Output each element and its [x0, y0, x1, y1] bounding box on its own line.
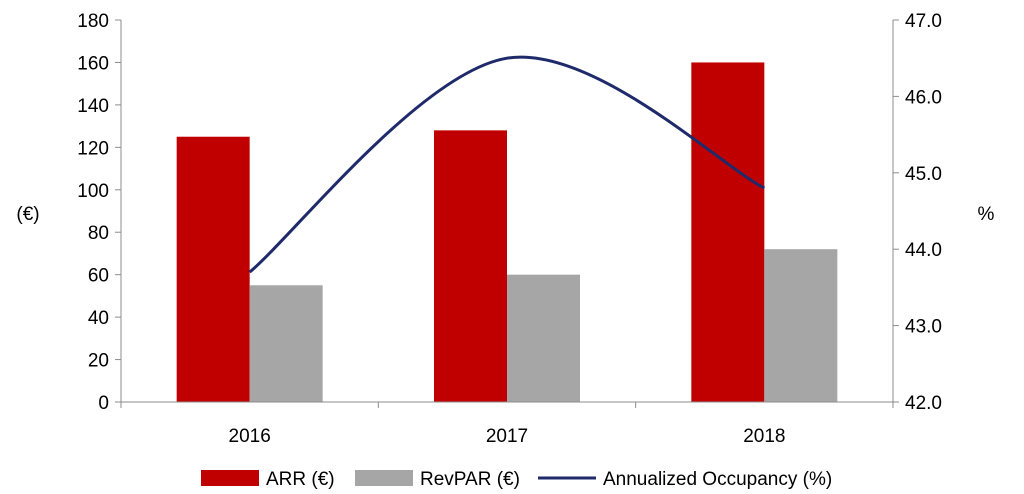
y-tick-label: 80 [88, 223, 109, 244]
axes-group [115, 19, 899, 408]
bar-arr-2017 [434, 130, 507, 402]
y-tick-label: 160 [77, 53, 109, 74]
legend: ARR (€) RevPAR (€) Annualized Occupancy … [201, 469, 832, 490]
y-tick-label: 40 [88, 308, 109, 329]
legend-label-arr: ARR (€) [266, 469, 335, 490]
bar-arr-2018 [691, 62, 765, 402]
y-tick-label: 100 [77, 181, 109, 202]
legend-swatch-revpar [355, 470, 413, 486]
line-series-group [248, 55, 766, 274]
bar-revpar-2018 [764, 249, 838, 402]
legend-label-occupancy: Annualized Occupancy (%) [603, 469, 832, 490]
y-tick-label: 120 [77, 138, 109, 159]
line-occupancy [248, 55, 766, 274]
y2-tick-label: 42.0 [905, 393, 942, 414]
bar-revpar-2016 [249, 285, 323, 402]
legend-swatch-arr [201, 470, 259, 486]
legend-label-revpar: RevPAR (€) [420, 469, 520, 490]
y-tick-label: 0 [98, 393, 109, 414]
x-tick-label: 2017 [486, 426, 528, 447]
y-axis-title: (€) [16, 204, 39, 225]
y2-axis-title: % [978, 204, 995, 225]
x-tick-label: 2018 [743, 426, 785, 447]
y-tick-label: 20 [88, 351, 109, 372]
y-tick-label: 60 [88, 266, 109, 287]
bar-revpar-2017 [507, 274, 580, 402]
y-tick-label: 140 [77, 96, 109, 117]
y2-tick-label: 44.0 [905, 240, 942, 261]
y-tick-label: 180 [77, 11, 109, 32]
bar-series-group [176, 62, 838, 402]
y2-tick-label: 43.0 [905, 317, 942, 338]
y2-tick-label: 47.0 [905, 11, 942, 32]
bar-arr-2016 [176, 136, 250, 402]
tick-labels-group: 0 20 40 60 80 100 120 140 160 180 42.0 43.0 44.0 45.0… [77, 11, 942, 447]
x-tick-label: 2016 [229, 426, 271, 447]
y2-tick-label: 46.0 [905, 87, 942, 108]
y2-tick-label: 45.0 [905, 164, 942, 185]
